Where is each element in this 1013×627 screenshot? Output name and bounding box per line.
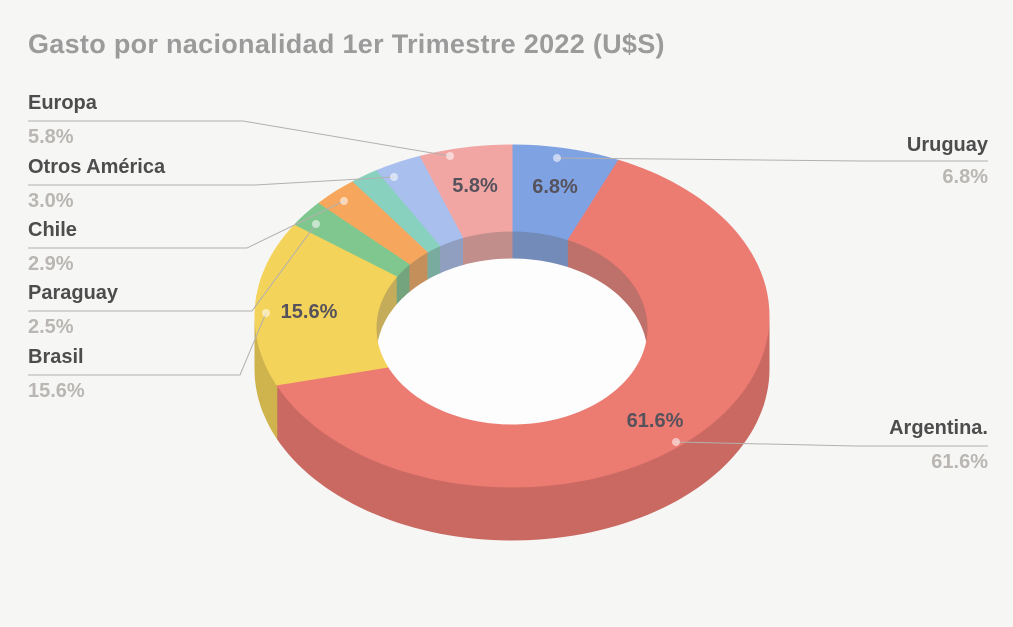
callout-percent-argentina: 61.6% [931,451,988,473]
leader-dot-otros-america [390,173,398,181]
callout-percent-brasil: 15.6% [28,380,85,402]
slice-percent-europa: 5.8% [452,175,498,197]
callout-label-paraguay: Paraguay [28,282,119,304]
leader-line-chile [28,200,345,249]
callout-label-brasil: Brasil [28,346,84,368]
leader-line-brasil [28,312,267,376]
leader-dot-europa [446,152,454,160]
callout-percent-otros-america: 3.0% [28,190,74,212]
leader-line-otros-america [28,176,395,186]
callout-label-europa: Europa [28,92,97,114]
slice-percent-brasil: 15.6% [281,301,338,323]
donut-hole [376,258,648,452]
leader-line-paraguay [28,223,317,312]
callout-label-argentina: Argentina. [889,417,988,439]
callout-label-otros-america: Otros América [28,156,166,178]
leader-line-europa [28,120,451,157]
callout-percent-europa: 5.8% [28,126,74,148]
callout-label-uruguay: Uruguay [906,134,988,156]
callout-percent-paraguay: 2.5% [28,316,74,338]
leader-dot-uruguay [553,154,561,162]
chart-title: Gasto por nacionalidad 1er Trimestre 202… [28,29,665,59]
leader-dot-chile [340,197,348,205]
leader-dot-argentina [672,438,680,446]
leader-dot-paraguay [312,220,320,228]
slice-percent-uruguay: 6.8% [532,176,578,198]
callout-percent-uruguay: 6.8% [942,166,988,188]
callout-percent-chile: 2.9% [28,253,74,275]
leader-dot-brasil [262,309,270,317]
leader-line-uruguay [556,157,988,162]
slice-europa[interactable] [419,144,513,238]
slice-percent-argentina: 61.6% [627,410,684,432]
leader-line-argentina [675,441,988,447]
callout-label-chile: Chile [28,219,77,241]
